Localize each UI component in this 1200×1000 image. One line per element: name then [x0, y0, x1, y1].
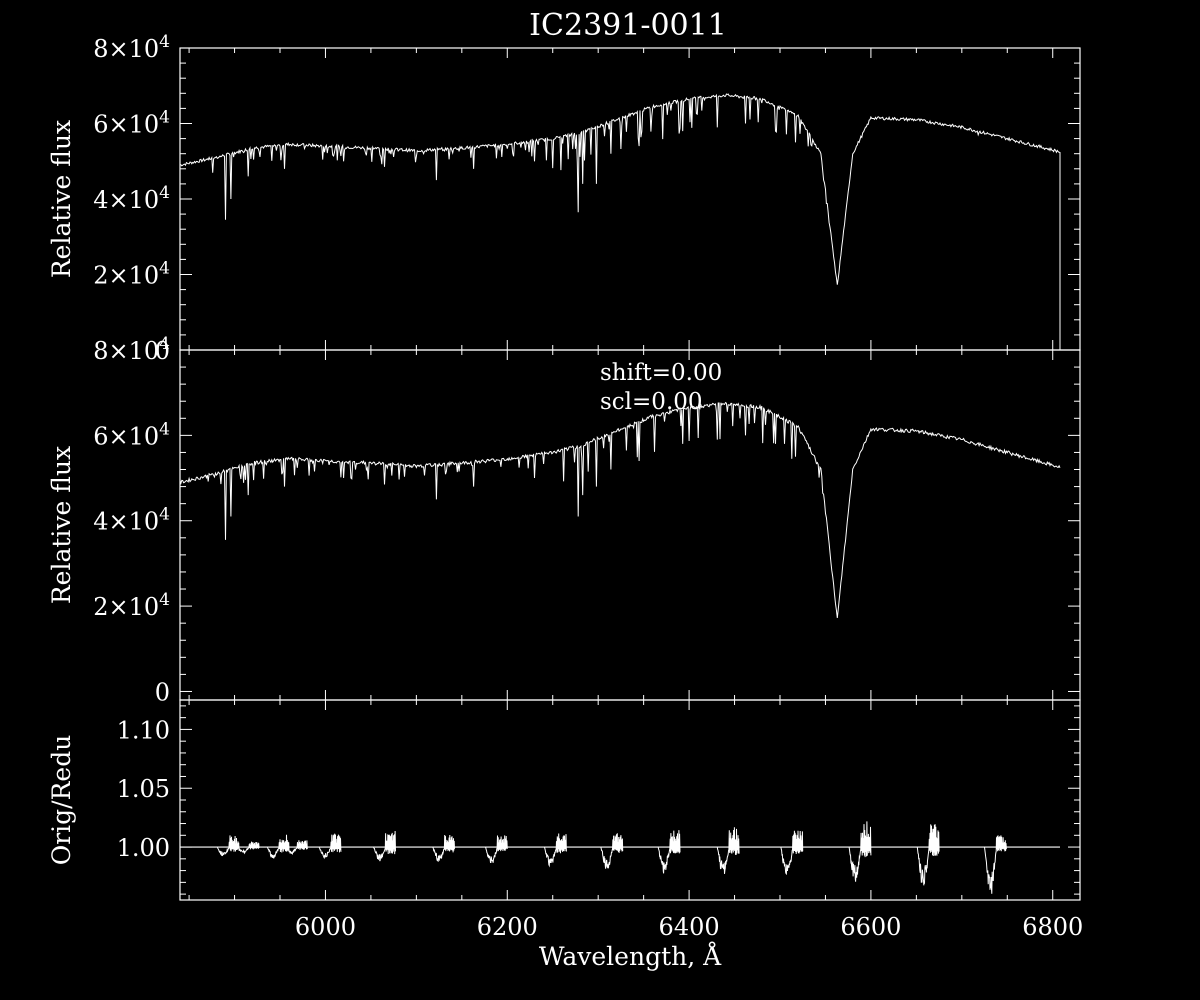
ratio-ripple: [916, 824, 940, 886]
y-tick-label: 1.10: [117, 716, 170, 744]
y-axis-label: Orig/Redu: [47, 735, 76, 866]
ratio-ripple: [236, 841, 260, 855]
y-tick-label: 1.00: [117, 834, 170, 862]
y-tick-label: 8×104: [93, 32, 170, 63]
panel-middle: 0 2×104 4×104 6×104 8×104 Relative flux shift=…: [47, 334, 1081, 706]
y-tick-label: 0: [155, 678, 170, 706]
ratio-ripple: [432, 834, 455, 862]
annotation: scl=0.00: [600, 389, 703, 415]
ratio-ripple: [318, 833, 342, 860]
y-tick-exponent: 4: [159, 32, 170, 52]
y-tick-exponent: 4: [159, 183, 170, 203]
ratio-ripple: [600, 833, 624, 870]
data-layer: [180, 93, 1080, 350]
plot-frame: [179, 47, 1081, 351]
ratio-ripple: [848, 821, 872, 882]
annotation: shift=0.00: [600, 360, 722, 386]
ratio-ripple: [984, 835, 1007, 894]
y-tick-label: 6×104: [93, 108, 170, 139]
spectrum-line: [180, 93, 1080, 350]
y-tick-exponent: 4: [159, 334, 170, 354]
x-tick-label: 6400: [659, 913, 720, 941]
data-layer: [180, 401, 1061, 619]
data-layer: [180, 821, 1060, 894]
y-tick-exponent: 4: [159, 419, 170, 439]
ratio-ripple: [216, 835, 240, 857]
panels: 0 2×104 4×104 6×104 8×104 Relative flux 0 2×104…: [47, 32, 1083, 971]
y-tick-label: 8×104: [93, 334, 170, 365]
ratio-ripple: [780, 830, 804, 876]
ratio-ripple: [266, 834, 290, 859]
y-tick-label: 2×104: [93, 590, 170, 621]
ratio-ripple: [285, 840, 308, 856]
ratio-ripple: [544, 833, 567, 868]
plot-frame: [179, 699, 1081, 901]
y-tick-exponent: 4: [159, 590, 170, 610]
ratio-ripple: [373, 830, 396, 862]
x-tick-label: 6200: [477, 913, 538, 941]
y-tick-exponent: 4: [159, 108, 170, 128]
y-tick-label: 0: [155, 337, 170, 365]
y-tick-label: 1.05: [117, 775, 170, 803]
ratio-ripple: [657, 830, 681, 874]
spectrum-line: [180, 401, 1061, 619]
x-tick-label: 6800: [1022, 913, 1083, 941]
y-tick-exponent: 4: [159, 259, 170, 279]
ratio-ripple: [716, 827, 740, 874]
y-axis-label: Relative flux: [47, 120, 76, 278]
y-tick-label: 2×104: [93, 259, 170, 290]
y-tick-label: 6×104: [93, 419, 170, 450]
y-tick-label: 4×104: [93, 505, 170, 536]
x-tick-label: 6000: [295, 913, 356, 941]
x-axis-label: Wavelength, Å: [539, 941, 722, 971]
ratio-ripple: [485, 835, 508, 863]
y-tick-exponent: 4: [159, 505, 170, 525]
figure-title: IC2391-0011: [529, 8, 727, 43]
y-tick-label: 4×104: [93, 183, 170, 214]
panel-bottom: 1.00 1.05 1.10 6000 6200 6400 6600 6800 Orig/Red…: [47, 699, 1083, 971]
y-axis-label: Relative flux: [47, 446, 76, 604]
panel-top: 0 2×104 4×104 6×104 8×104 Relative flux: [47, 32, 1081, 365]
x-tick-label: 6600: [840, 913, 901, 941]
